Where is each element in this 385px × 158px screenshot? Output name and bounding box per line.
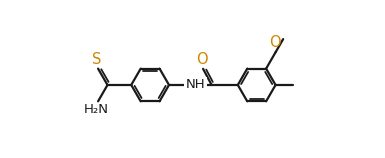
Text: H₂N: H₂N (84, 103, 109, 116)
Text: O: O (270, 35, 281, 50)
Text: NH: NH (185, 79, 205, 91)
Text: S: S (92, 52, 102, 67)
Text: O: O (196, 52, 208, 67)
